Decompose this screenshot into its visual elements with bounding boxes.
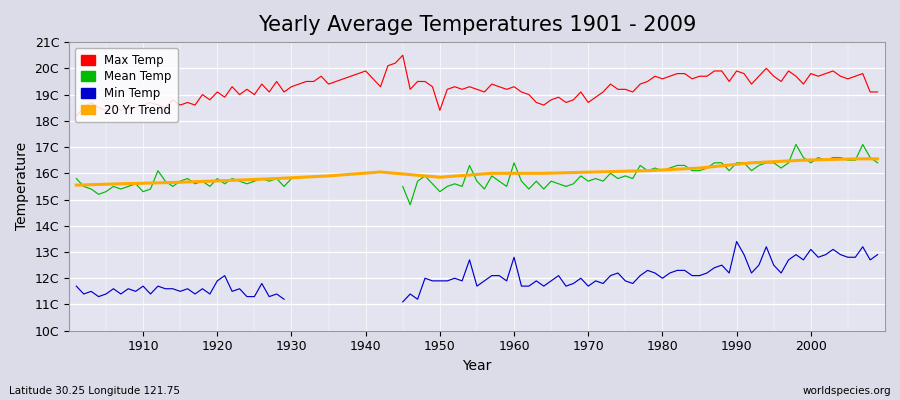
X-axis label: Year: Year — [463, 359, 491, 373]
Text: worldspecies.org: worldspecies.org — [803, 386, 891, 396]
Title: Yearly Average Temperatures 1901 - 2009: Yearly Average Temperatures 1901 - 2009 — [257, 15, 696, 35]
Legend: Max Temp, Mean Temp, Min Temp, 20 Yr Trend: Max Temp, Mean Temp, Min Temp, 20 Yr Tre… — [75, 48, 177, 122]
Text: Latitude 30.25 Longitude 121.75: Latitude 30.25 Longitude 121.75 — [9, 386, 180, 396]
Y-axis label: Temperature: Temperature — [15, 142, 29, 230]
